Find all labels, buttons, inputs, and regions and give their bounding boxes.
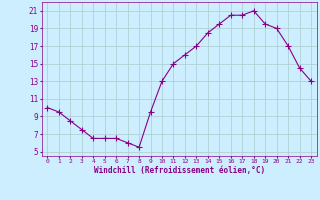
- X-axis label: Windchill (Refroidissement éolien,°C): Windchill (Refroidissement éolien,°C): [94, 166, 265, 175]
